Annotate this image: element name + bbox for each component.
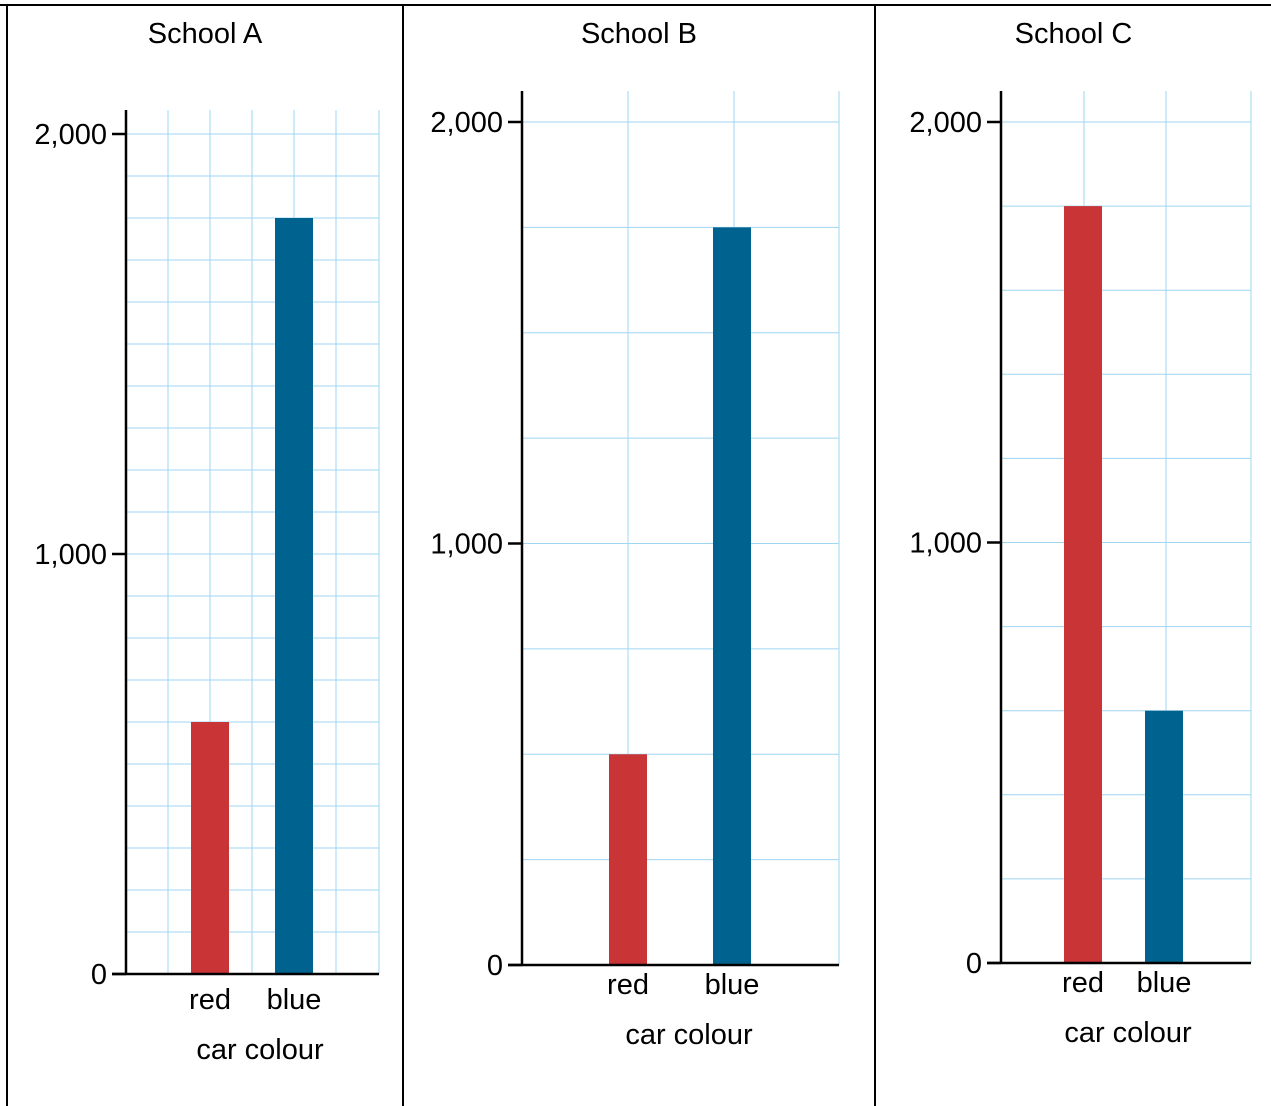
frame-top-border [0, 4, 1271, 6]
chart-2-bar-red [609, 754, 647, 965]
chart-2-x-axis-label: car colour [625, 1019, 753, 1051]
chart-3-bar-red [1064, 206, 1102, 964]
chart-3-y-tick-label: 0 [966, 948, 982, 980]
chart-1-category-label-blue: blue [267, 984, 322, 1016]
chart-2-y-tick-label: 1,000 [430, 529, 503, 561]
chart-3-y-tick-label: 2,000 [909, 107, 982, 139]
chart-1-x-axis-label: car colour [196, 1034, 324, 1066]
chart-3-bar-blue [1145, 710, 1183, 963]
chart-3-category-label-red: red [1062, 967, 1104, 999]
chart-2-category-label-red: red [607, 969, 649, 1001]
chart-3-y-tick-label: 1,000 [909, 528, 982, 560]
chart-1-category-label-red: red [189, 984, 231, 1016]
chart-2-y-tick-label: 2,000 [430, 107, 503, 139]
chart-1-y-tick-label: 0 [91, 959, 107, 991]
frame-divider-2 [874, 4, 876, 1106]
frame-divider-1 [402, 4, 404, 1106]
chart-1-y-tick-label: 1,000 [34, 539, 107, 571]
chart-3-x-axis-label: car colour [1064, 1017, 1192, 1049]
chart-1-bar-blue [275, 218, 313, 974]
school-a-title: School A [147, 18, 263, 50]
chart-3-category-label-blue: blue [1137, 967, 1192, 999]
chart-2-bar-blue [713, 227, 751, 965]
frame-left-border [6, 4, 8, 1106]
chart-2-category-label-blue: blue [705, 969, 760, 1001]
school-b-title: School B [580, 18, 698, 50]
chart-1-bar-red [191, 722, 229, 974]
chart-1-y-tick-label: 2,000 [34, 119, 107, 151]
school-c-title: School C [1014, 18, 1133, 50]
chart-2-y-tick-label: 0 [487, 950, 503, 982]
